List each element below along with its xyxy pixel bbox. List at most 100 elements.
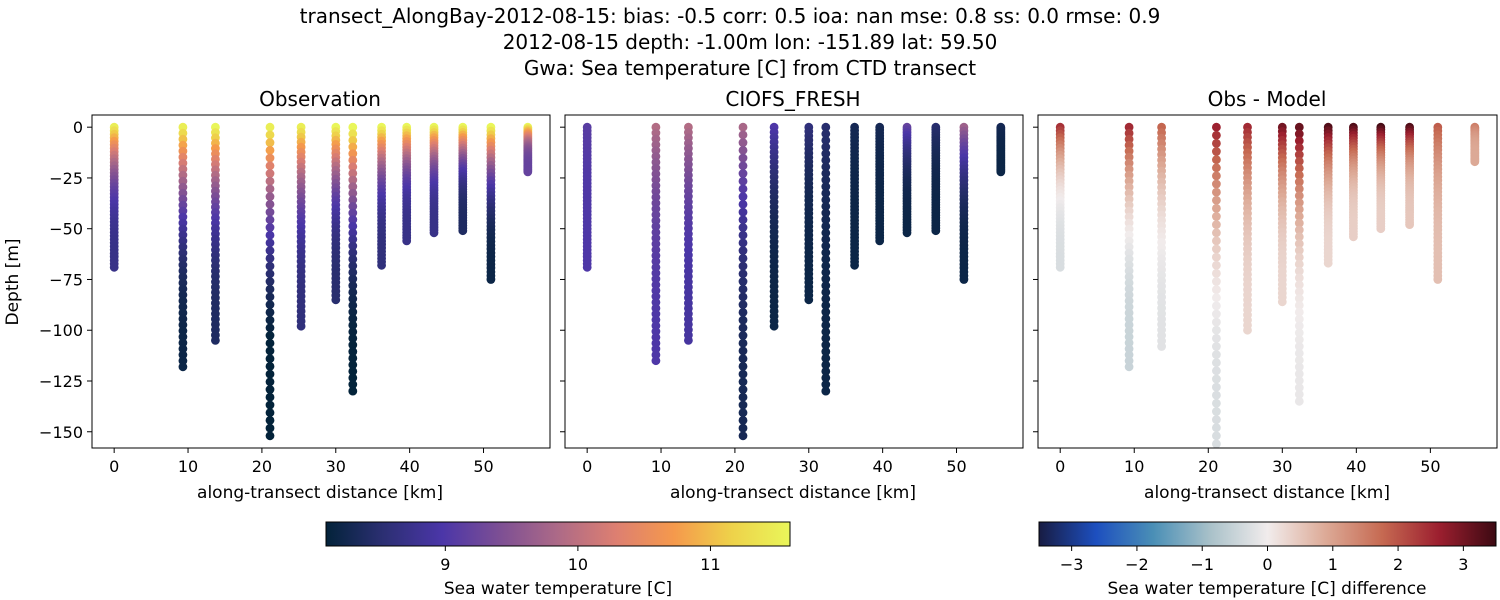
profile-point — [738, 377, 748, 387]
x-ticks-observation: 0 10 20 30 40 50 — [109, 448, 494, 476]
profile-point — [348, 149, 358, 159]
profile-point — [1212, 179, 1221, 189]
profile-point — [821, 162, 831, 172]
profile-point — [738, 408, 748, 418]
profile-point — [1294, 211, 1304, 221]
profile-point — [821, 380, 831, 389]
profile-point — [348, 175, 358, 185]
profile-point — [265, 308, 275, 317]
profile-point — [1212, 236, 1221, 246]
profile-point — [1294, 266, 1304, 276]
profile-point — [1294, 294, 1304, 303]
profile-point — [1212, 431, 1221, 441]
y-tick-label: −25 — [49, 169, 83, 188]
ciofs-fresh-profiles — [582, 122, 1006, 441]
y-tick-label: −75 — [49, 270, 83, 289]
difference-profiles — [1055, 122, 1480, 448]
profile-point — [1294, 396, 1304, 406]
profile-point — [738, 192, 748, 202]
profile-point — [821, 287, 831, 297]
profile-point — [1212, 187, 1221, 197]
profile-point — [821, 307, 831, 317]
profile-point — [738, 354, 748, 364]
profile-point — [265, 238, 275, 248]
profile-point — [265, 184, 275, 194]
profile-point — [1212, 285, 1221, 294]
profile-point — [1212, 317, 1221, 327]
profile-point — [875, 236, 885, 246]
profile-point — [265, 199, 275, 209]
profile-point — [821, 188, 831, 198]
profile-point — [265, 130, 275, 140]
profile-point — [1212, 334, 1221, 343]
profile-point — [1212, 269, 1221, 278]
profile-point — [265, 392, 275, 402]
profile-point — [1212, 309, 1221, 319]
profile-point — [821, 294, 831, 304]
profile-point — [1212, 155, 1221, 165]
profile-point — [348, 208, 358, 218]
profile-point — [265, 254, 275, 263]
profile-point — [1294, 246, 1304, 255]
profile-3 — [265, 122, 275, 441]
profile-point — [265, 369, 275, 379]
profile-point — [996, 167, 1006, 177]
profile-point — [348, 202, 358, 211]
profile-point — [348, 169, 358, 178]
colorbar-temperature-label: Sea water temperature [C] — [444, 579, 672, 599]
x-tick-label: 0 — [109, 457, 119, 476]
profile-point — [1294, 301, 1304, 310]
profile-point — [265, 385, 275, 394]
profile-point — [348, 353, 358, 363]
profile-point — [738, 207, 748, 217]
profile-point — [738, 230, 748, 240]
profile-point — [1212, 277, 1221, 286]
profile-point — [738, 431, 748, 441]
profile-point — [1212, 228, 1221, 238]
profile-point — [265, 431, 275, 441]
profile-point — [1294, 342, 1304, 351]
profile-point — [850, 260, 859, 270]
profile-11 — [1433, 122, 1443, 284]
profile-point — [1294, 225, 1304, 235]
profile-point — [348, 254, 358, 264]
colorbar-tick-label: 3 — [1458, 555, 1468, 574]
profile-5 — [804, 122, 814, 305]
profile-point — [821, 353, 831, 363]
profile-point — [738, 153, 748, 163]
profile-point — [1294, 184, 1304, 194]
profile-point — [348, 340, 358, 350]
profile-point — [738, 362, 748, 371]
profile-11 — [959, 122, 969, 284]
profile-point — [1212, 252, 1221, 262]
colorbar-difference-ticks: −3 −2 −1 0 1 2 3 — [1060, 546, 1468, 574]
profile-point — [1294, 348, 1304, 358]
profile-point — [265, 277, 275, 286]
profile-point — [348, 380, 358, 389]
profile-point — [1212, 407, 1221, 416]
plot-frame-ciofs-fresh — [564, 114, 1024, 449]
profile-point — [1405, 220, 1414, 230]
profile-point — [738, 161, 748, 171]
profile-point — [821, 215, 831, 225]
profile-1 — [651, 122, 661, 366]
profile-point — [348, 373, 358, 383]
profile-point — [265, 192, 275, 202]
colorbar-difference-bar — [1038, 521, 1497, 547]
x-tick-label: 40 — [872, 457, 892, 476]
profile-point — [1294, 143, 1304, 153]
profile-point — [348, 195, 358, 205]
profile-point — [265, 408, 275, 418]
profile-point — [265, 416, 275, 425]
profile-point — [821, 155, 831, 165]
colorbar-temperature-bar — [325, 521, 791, 547]
profile-point — [265, 246, 275, 256]
title-line-2: 2012-08-15 depth: -1.00m lon: -151.89 la… — [503, 30, 998, 54]
profile-point — [348, 228, 358, 238]
profile-point — [1212, 171, 1221, 181]
profile-point — [377, 260, 386, 270]
profile-5 — [331, 122, 341, 305]
profile-point — [348, 188, 358, 198]
profile-point — [738, 423, 748, 433]
profile-point — [296, 321, 306, 331]
